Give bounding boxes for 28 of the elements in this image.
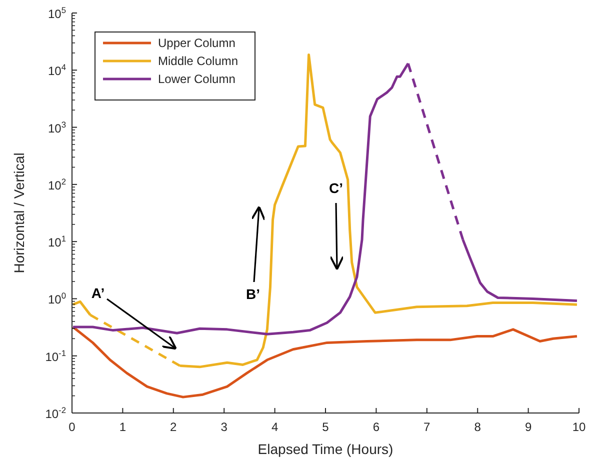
x-tick-label: 5 [322,420,330,434]
x-tick-label: 6 [372,420,380,434]
annotation: A’ [91,285,105,301]
x-tick-label: 3 [220,420,228,434]
line-series [72,326,578,398]
y-tick-label: 10$^{3}$ [48,119,66,136]
y-tick-label: 10$^{1}$ [48,234,66,250]
y-axis-title: Horizontal / Vertical [11,152,27,274]
x-tick-label: 7 [424,420,431,434]
x-tick-label: 10 [572,420,586,434]
x-tick-label: 9 [524,420,532,434]
y-tick-label: 10$^{2}$ [48,176,66,192]
x-tick-label: 2 [170,420,178,434]
y-tick-label: 10$^{4}$ [48,62,66,78]
x-axis-title: Elapsed Time (Hours) [258,441,394,457]
legend-label: Middle Column [158,54,238,68]
legend-label: Lower Column [158,72,236,86]
x-tick-label: 0 [68,420,76,434]
y-tick-label: 10$^{0}$ [48,290,66,307]
y-tick-label: 10$^{5}$ [48,5,66,21]
annotation: B’ [246,286,260,302]
x-tick-label: 1 [119,420,126,434]
annotation: C’ [329,180,343,196]
x-tick-label: 4 [271,420,278,434]
y-tick-label: 10$^{-1}$ [45,348,66,364]
legend-label: Upper Column [158,36,236,50]
x-tick-label: 8 [474,420,482,434]
y-tick-label: 10$^{-2}$ [45,405,66,421]
